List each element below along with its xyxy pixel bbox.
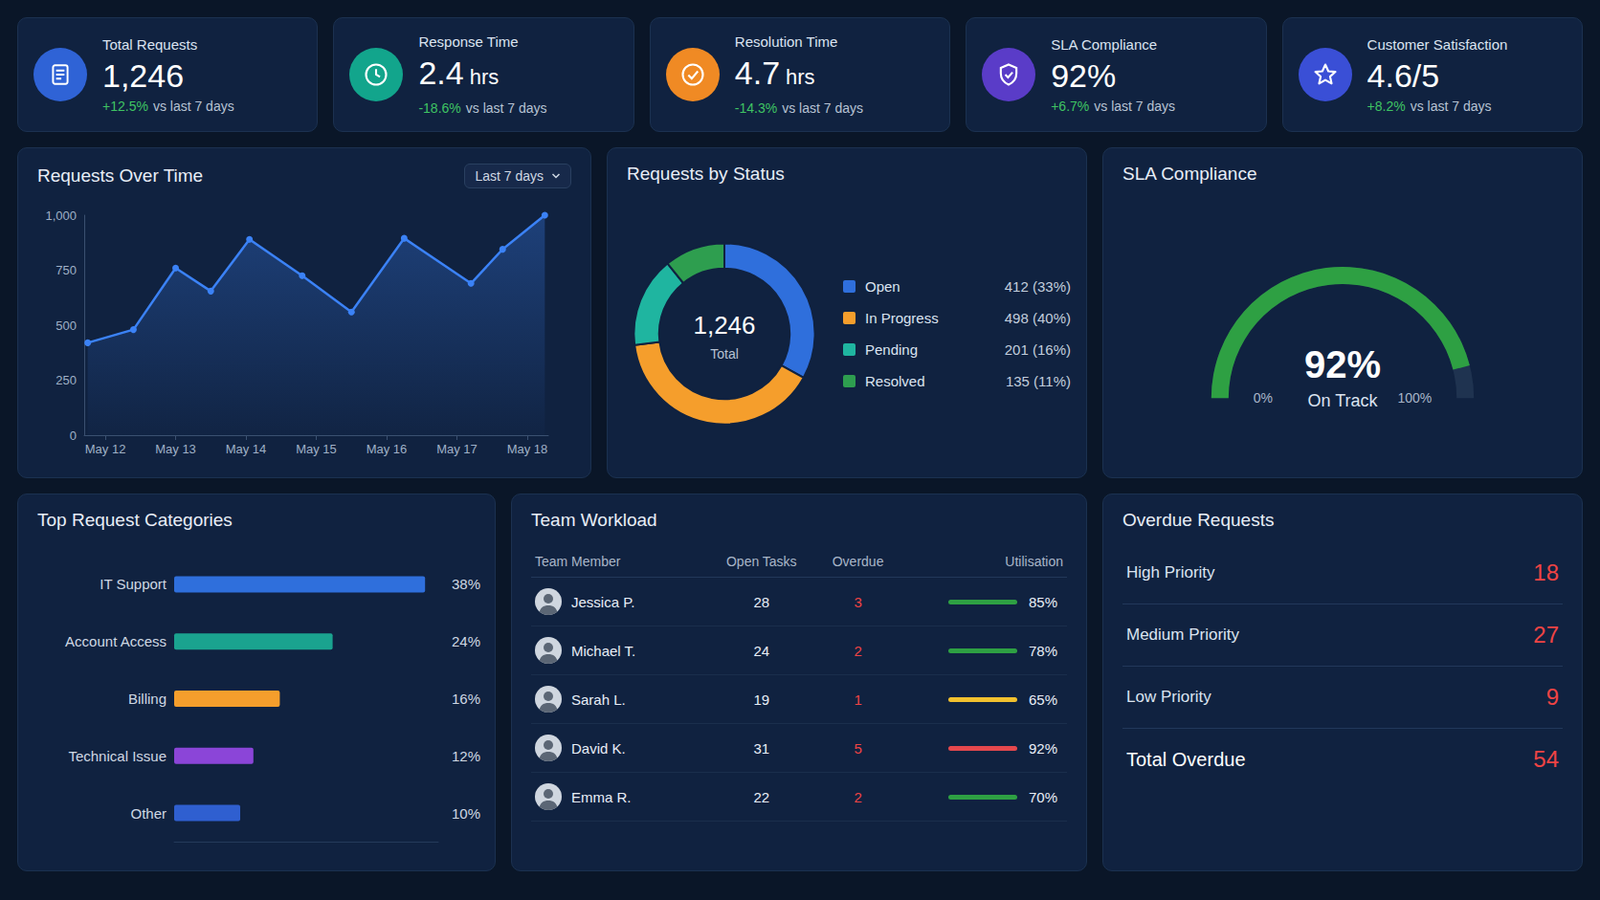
html-text:2.4 hrs: 2.4 hrs [418, 54, 499, 91]
html-text:Open: Open [865, 278, 901, 295]
html-text:Overdue Requests: Overdue Requests [1122, 510, 1275, 531]
html-text:Open Tasks: Open Tasks [726, 554, 797, 570]
html-text:Response Time: Response Time [418, 33, 519, 50]
html-text:498 (40%): 498 (40%) [1004, 310, 1071, 327]
html-text:85%: 85% [1028, 593, 1058, 611]
html-text:412 (33%): 412 (33%) [1004, 278, 1071, 295]
svg-text:250: 250 [55, 373, 77, 388]
svg-text:Other: Other [130, 805, 167, 823]
html-text:18: 18 [1533, 559, 1559, 586]
svg-text:0%: 0% [1253, 390, 1273, 406]
svg-text:10%: 10% [451, 805, 481, 823]
html-text:27: 27 [1533, 622, 1559, 648]
svg-text:750: 750 [55, 263, 77, 278]
html-text:Requests by Status: Requests by Status [626, 163, 785, 184]
svg-text:Billing: Billing [128, 690, 167, 708]
html-text:3: 3 [853, 593, 863, 611]
html-text:Overdue: Overdue [832, 554, 884, 570]
html-text:Customer Satisfaction: Customer Satisfaction [1367, 35, 1508, 53]
html-text:Top Request Categories: Top Request Categories [37, 510, 233, 531]
html-text:78%: 78% [1028, 642, 1058, 659]
html-text:5: 5 [853, 740, 863, 757]
svg-text:May 17: May 17 [436, 442, 478, 457]
svg-text:May 12: May 12 [85, 442, 127, 457]
svg-text:May 18: May 18 [507, 442, 549, 457]
svg-text:500: 500 [55, 318, 77, 334]
html-text:-18.6% vs last 7 days: -18.6% vs last 7 days [418, 100, 547, 116]
html-text:Total Requests: Total Requests [102, 35, 198, 53]
html-text:1: 1 [853, 691, 863, 708]
html-text:SLA Compliance: SLA Compliance [1050, 35, 1158, 53]
svg-text:1,000: 1,000 [44, 208, 77, 223]
svg-text:May 16: May 16 [366, 442, 408, 457]
html-text:Sarah L.: Sarah L. [571, 691, 626, 708]
html-text:+8.2% vs last 7 days: +8.2% vs last 7 days [1367, 98, 1492, 114]
html-text:High Priority: High Priority [1126, 563, 1215, 582]
html-text:David K.: David K. [571, 740, 626, 757]
html-text:Total Overdue: Total Overdue [1126, 748, 1246, 770]
html-text:Low Priority: Low Priority [1126, 688, 1212, 707]
html-text:92%: 92% [1028, 740, 1058, 757]
html-text:70%: 70% [1028, 788, 1058, 806]
html-text:22: 22 [753, 788, 770, 806]
svg-text:May 15: May 15 [295, 442, 337, 457]
html-text:135 (11%): 135 (11%) [1005, 373, 1071, 390]
html-text:31: 31 [753, 740, 770, 757]
html-text:-14.3% vs last 7 days: -14.3% vs last 7 days [734, 100, 864, 116]
html-text:92%: 92% [1050, 56, 1117, 94]
svg-text:38%: 38% [451, 576, 481, 593]
svg-text:0: 0 [69, 428, 77, 444]
html-text:Pending: Pending [865, 341, 918, 358]
html-text:Last 7 days: Last 7 days [475, 168, 544, 184]
svg-text:On Track: On Track [1307, 391, 1378, 411]
svg-text:16%: 16% [451, 690, 481, 708]
svg-text:Technical Issue: Technical Issue [67, 748, 167, 765]
svg-text:May 14: May 14 [225, 442, 267, 457]
html-text:Team Workload: Team Workload [531, 510, 658, 531]
html-text:+6.7% vs last 7 days: +6.7% vs last 7 days [1050, 98, 1176, 114]
html-text:19: 19 [753, 691, 770, 708]
html-text:65%: 65% [1028, 691, 1058, 708]
html-text:Michael T.: Michael T. [571, 642, 636, 659]
svg-text:24%: 24% [451, 633, 481, 650]
html-text:201 (16%): 201 (16%) [1004, 341, 1071, 358]
svg-text:100%: 100% [1397, 390, 1432, 406]
html-text:54: 54 [1533, 746, 1559, 773]
html-text:Emma R.: Emma R. [571, 788, 632, 806]
html-text:1,246: 1,246 [102, 56, 184, 94]
html-text:In Progress: In Progress [865, 310, 939, 327]
html-text:2: 2 [853, 788, 863, 806]
html-text:Requests Over Time: Requests Over Time [37, 165, 204, 186]
svg-text:1,246: 1,246 [692, 311, 756, 340]
html-text:Team Member: Team Member [534, 554, 621, 570]
svg-text:12%: 12% [451, 748, 481, 765]
html-text:Resolution Time: Resolution Time [734, 33, 838, 50]
svg-text:IT Support: IT Support [99, 576, 168, 593]
html-text:SLA Compliance: SLA Compliance [1122, 163, 1257, 184]
html-text:4.7 hrs: 4.7 hrs [734, 54, 815, 91]
html-text:Medium Priority: Medium Priority [1126, 625, 1240, 645]
svg-text:Total: Total [710, 346, 739, 362]
svg-text:Account Access: Account Access [65, 633, 167, 650]
html-text:+12.5% vs last 7 days: +12.5% vs last 7 days [102, 98, 235, 114]
html-text:2: 2 [853, 642, 863, 659]
html-text:Utilisation: Utilisation [1005, 554, 1064, 570]
html-text:9: 9 [1546, 684, 1559, 711]
html-text:24: 24 [753, 642, 770, 659]
html-text:4.6/5: 4.6/5 [1367, 56, 1440, 94]
html-text:Jessica P.: Jessica P. [571, 593, 635, 611]
html-text:28: 28 [753, 593, 770, 611]
svg-text:92%: 92% [1304, 343, 1381, 386]
svg-text:May 13: May 13 [155, 442, 197, 457]
html-text:Resolved: Resolved [865, 373, 925, 390]
